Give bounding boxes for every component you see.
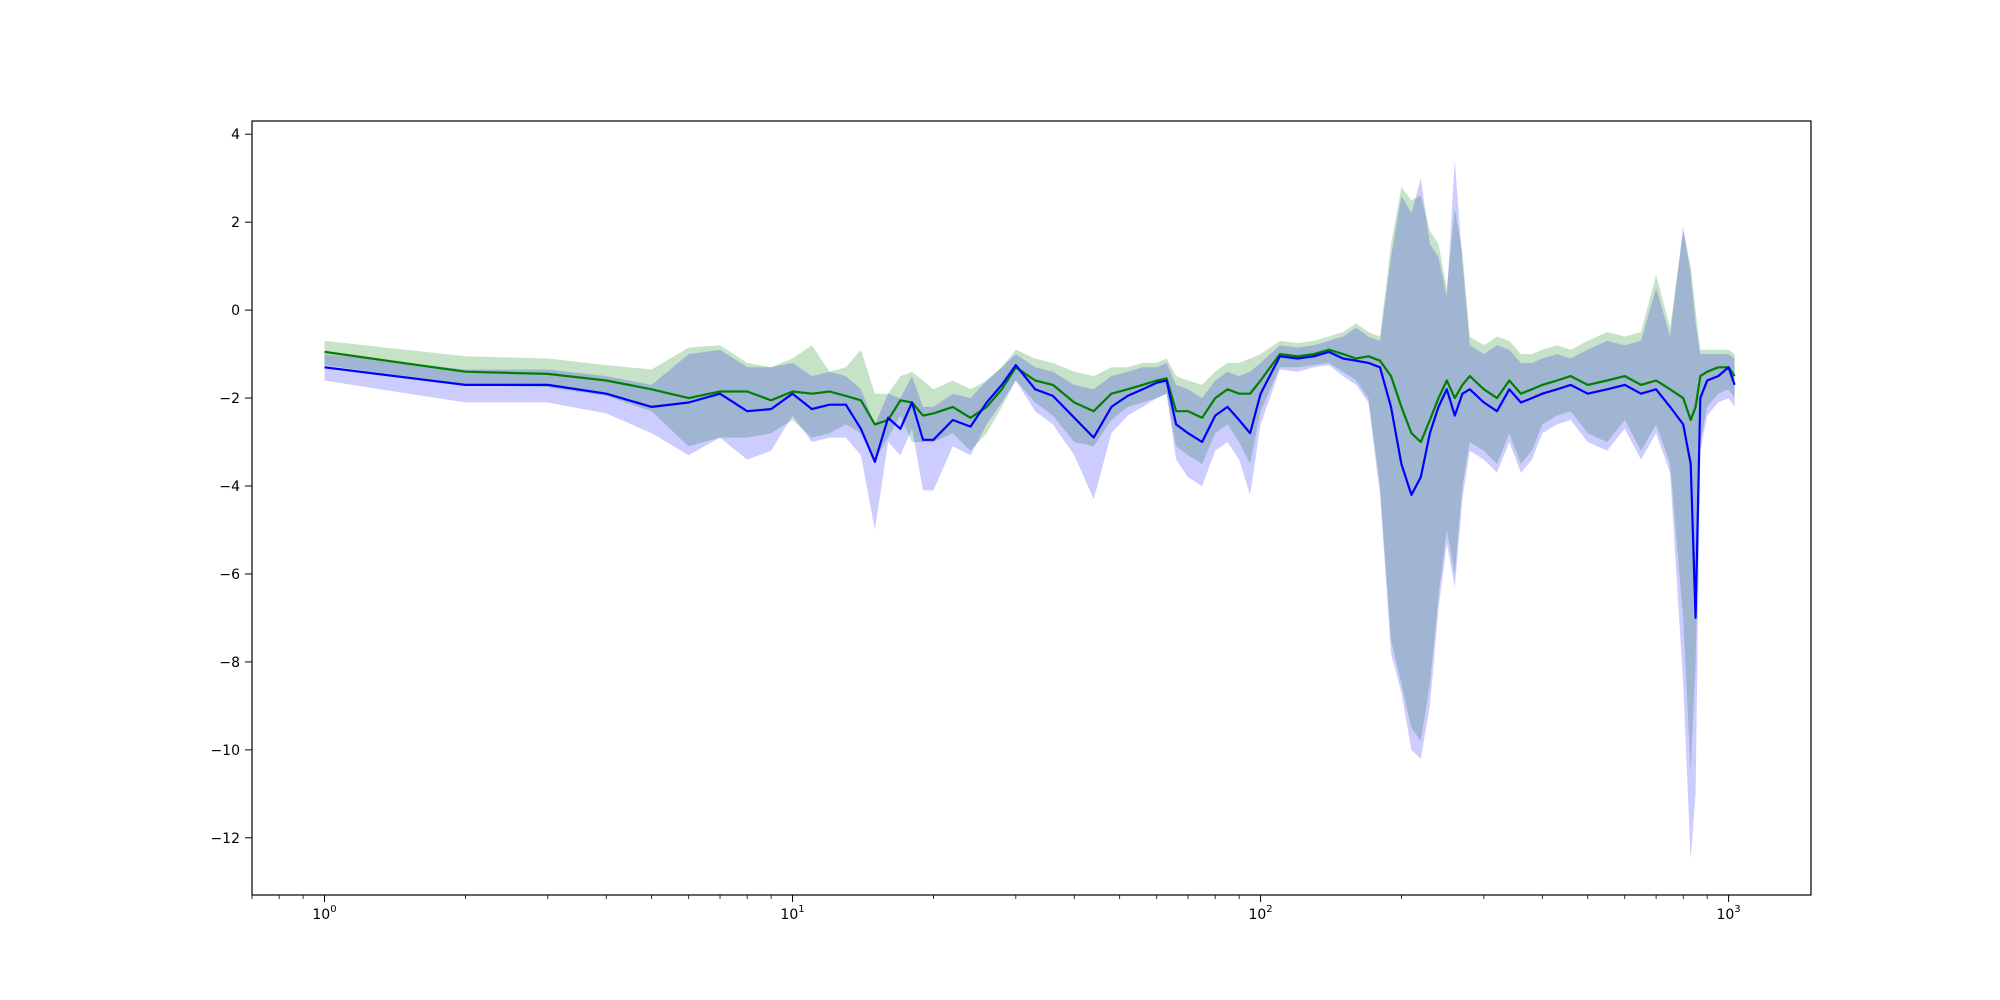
x-axis-ticks: 100 101 102 103 — [251, 895, 1741, 923]
y-tick-label: −2 — [219, 391, 240, 407]
series-2-line — [324, 350, 1736, 619]
y-tick-label: −4 — [219, 479, 240, 495]
series-1-line — [324, 348, 1736, 444]
series-2-band — [324, 160, 1735, 860]
x-tick-label: 100 — [312, 904, 336, 923]
y-tick-label: 0 — [231, 303, 240, 319]
y-tick-label: 4 — [231, 127, 240, 143]
y-tick-label: −10 — [210, 743, 240, 759]
confidence-bands — [324, 160, 1735, 860]
plot-frame — [251, 120, 1812, 896]
x-tick-label: 101 — [780, 904, 804, 923]
y-tick-label: −6 — [219, 567, 240, 583]
series-lines — [324, 348, 1736, 619]
x-tick-label: 103 — [1716, 904, 1740, 923]
y-tick-label: −12 — [210, 831, 240, 847]
y-tick-label: −8 — [219, 655, 240, 671]
series-1-band — [324, 187, 1735, 772]
y-axis-ticks: 4 2 0 −2 −4 −6 −8 −10 −12 — [210, 127, 252, 847]
x-tick-label: 102 — [1248, 904, 1272, 923]
y-tick-label: 2 — [231, 215, 240, 231]
